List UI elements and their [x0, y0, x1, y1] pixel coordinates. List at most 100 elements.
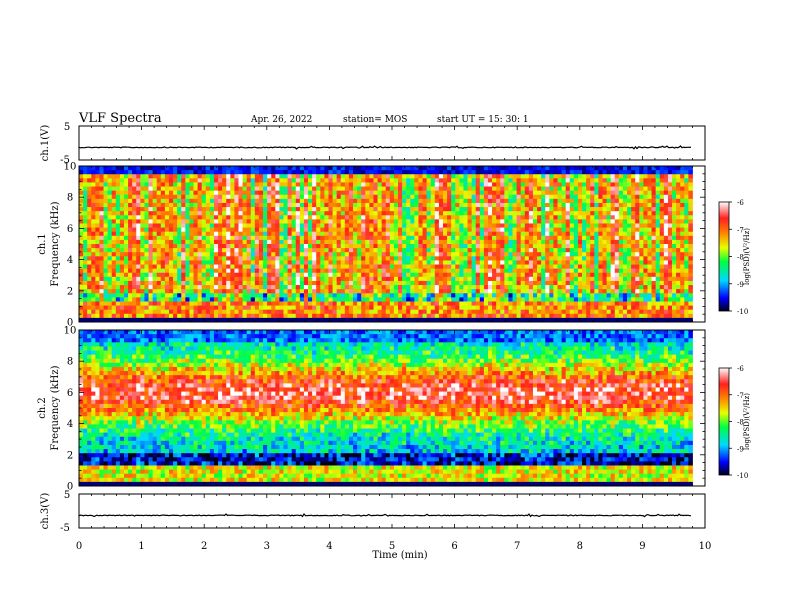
spectrogram-cell — [107, 166, 113, 171]
spectrogram-cell — [381, 194, 387, 200]
spectrogram-cell — [385, 309, 391, 315]
spectrogram-cell — [320, 305, 325, 311]
spectrogram-cell — [79, 252, 84, 257]
spectrogram-cell — [193, 280, 199, 286]
spectrogram-cell — [475, 260, 481, 265]
spectrogram-cell — [577, 256, 583, 261]
spectrogram-cell — [406, 301, 411, 306]
spectrogram-cell — [193, 190, 199, 196]
spectrogram-cell — [398, 317, 403, 323]
spectrogram-cell — [586, 174, 591, 179]
spectrogram-cell — [606, 198, 612, 204]
spectrogram-cell — [353, 260, 358, 265]
spectrogram-cell — [434, 272, 440, 278]
spectrogram-cell — [467, 174, 473, 179]
spectrogram-cell — [483, 272, 489, 278]
spectrogram-cell — [344, 285, 350, 290]
spectrogram-cell — [328, 248, 333, 253]
spectrogram-cell — [487, 248, 493, 253]
spectrogram-cell — [99, 293, 104, 298]
spectrogram-cell — [299, 186, 305, 192]
spectrogram-cell — [201, 202, 207, 208]
spectrogram-cell — [87, 198, 92, 204]
spectrogram-cell — [483, 289, 489, 294]
spectrogram-cell — [504, 182, 509, 187]
spectrogram-cell — [267, 190, 272, 196]
spectrogram-cell — [393, 280, 399, 286]
spectrogram-cell — [303, 256, 309, 261]
spectrogram-cell — [95, 178, 100, 183]
spectrogram-cell — [577, 223, 583, 228]
spectrogram-cell — [271, 231, 276, 237]
spectrogram-cell — [238, 178, 243, 183]
spectrogram-cell — [111, 293, 117, 298]
spectrogram-cell — [602, 272, 607, 278]
spectrogram-cell — [258, 276, 264, 282]
spectrogram-cell — [119, 170, 125, 175]
spectrogram-cell — [528, 317, 534, 323]
spectrogram-cell — [389, 207, 395, 212]
spectrogram-cell — [148, 178, 154, 183]
spectrogram-cell — [455, 285, 460, 290]
spectrogram-cell — [123, 239, 129, 245]
spectrogram-cell — [168, 280, 174, 286]
spectrogram-cell — [389, 305, 395, 311]
spectrogram-cell — [308, 244, 313, 249]
spectrogram-cell — [287, 293, 293, 298]
spectrogram-cell — [144, 219, 149, 224]
spectrogram-cell — [140, 186, 145, 192]
spectrogram-cell — [614, 219, 620, 224]
spectrogram-cell — [508, 252, 513, 257]
spectrogram-cell — [451, 194, 456, 200]
spectrogram-cell — [586, 215, 591, 220]
spectrogram-cell — [87, 190, 92, 196]
spectrogram-cell — [344, 244, 350, 249]
spectrogram-cell — [181, 252, 186, 257]
spectrogram-cell — [471, 166, 477, 171]
spectrogram-cell — [373, 202, 378, 208]
spectrogram-cell — [234, 289, 239, 294]
spectrogram-cell — [557, 198, 562, 204]
spectrogram-cell — [443, 182, 448, 187]
spectrogram-cell — [508, 268, 513, 274]
spectrogram-cell — [275, 186, 280, 192]
spectrogram-cell — [573, 202, 579, 208]
spectrogram-cell — [512, 244, 518, 249]
spectrogram-cell — [500, 190, 505, 196]
spectrogram-cell — [123, 235, 129, 241]
spectrogram-cell — [357, 248, 362, 253]
spectrogram-cell — [365, 174, 370, 179]
spectrogram-cell — [398, 211, 403, 216]
spectrogram-cell — [561, 170, 567, 175]
spectrogram-cell — [213, 309, 219, 315]
spectrogram-cell — [475, 305, 481, 311]
spectrogram-cell — [340, 198, 346, 204]
spectrogram-cell — [385, 219, 391, 224]
spectrogram-cell — [132, 260, 137, 265]
spectrogram-cell — [205, 223, 211, 228]
spectrogram-cell — [594, 244, 599, 249]
spectrogram-cell — [267, 297, 272, 302]
spectrogram-cell — [348, 215, 354, 220]
spectrogram-cell — [569, 276, 575, 282]
spectrogram-cell — [492, 276, 497, 282]
spectrogram-cell — [344, 293, 350, 298]
spectrogram-cell — [344, 178, 350, 183]
spectrogram-cell — [353, 198, 358, 204]
spectrogram-cell — [103, 252, 109, 257]
spectrogram-cell — [213, 313, 219, 319]
spectrogram-cell — [553, 252, 558, 257]
spectrogram-cell — [492, 252, 497, 257]
spectrogram-cell — [422, 305, 428, 311]
spectrogram-cell — [586, 182, 591, 187]
spectrogram-cell — [500, 244, 505, 249]
spectrogram-cell — [471, 244, 477, 249]
spectrogram-cell — [541, 293, 546, 298]
spectrogram-cell — [177, 198, 182, 204]
spectrogram-cell — [148, 260, 154, 265]
spectrogram-cell — [99, 207, 104, 212]
spectrogram-cell — [287, 313, 293, 319]
spectrogram-cell — [500, 293, 505, 298]
spectrogram-cell — [197, 272, 203, 278]
spectrogram-cell — [275, 244, 280, 249]
